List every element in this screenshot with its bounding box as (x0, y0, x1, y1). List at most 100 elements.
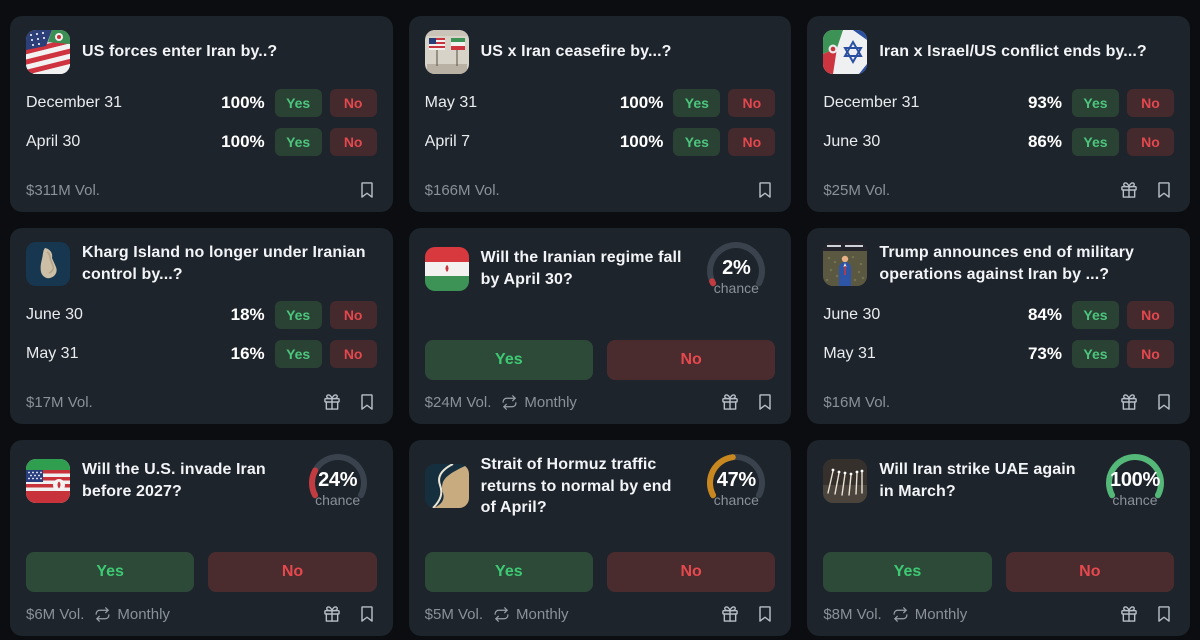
yes-button[interactable]: Yes (823, 552, 992, 592)
market-title[interactable]: Will Iran strike UAE again in March? (879, 461, 1076, 500)
market-card[interactable]: Will the U.S. invade Iran before 2027? 2… (10, 440, 393, 636)
chance-gauge: 100% chance (1096, 454, 1174, 508)
market-card[interactable]: Trump announces end of military operatio… (807, 228, 1190, 424)
yes-button[interactable]: Yes (1071, 128, 1119, 156)
yes-button[interactable]: Yes (274, 89, 322, 117)
market-title[interactable]: Iran x Israel/US conflict ends by...? (879, 43, 1147, 61)
no-button[interactable]: No (607, 552, 776, 592)
no-button[interactable]: No (329, 340, 377, 368)
gift-icon[interactable] (1119, 180, 1139, 200)
no-button[interactable]: No (1126, 301, 1174, 329)
us-iran-blend-flag-icon (26, 459, 70, 503)
yes-button[interactable]: Yes (1071, 89, 1119, 117)
yes-button[interactable]: Yes (1071, 301, 1119, 329)
outcome-label: May 31 (424, 94, 478, 111)
yes-button[interactable]: Yes (424, 552, 593, 592)
no-button[interactable]: No (728, 89, 776, 117)
no-button[interactable]: No (728, 128, 776, 156)
no-button[interactable]: No (208, 552, 377, 592)
bookmark-icon[interactable] (357, 180, 377, 200)
market-title[interactable]: US forces enter Iran by..? (82, 43, 278, 61)
market-title[interactable]: Will the Iranian regime fall by April 30… (480, 249, 682, 288)
outcome-percent: 100% (221, 93, 265, 112)
market-card[interactable]: US forces enter Iran by..? December 31 1… (10, 16, 393, 212)
hormuz-strait-satellite-icon (424, 464, 469, 509)
outcome-label: June 30 (823, 133, 881, 150)
no-button[interactable]: No (1126, 89, 1174, 117)
yes-button[interactable]: Yes (673, 128, 721, 156)
iran-israel-flags-icon (823, 30, 868, 74)
no-button[interactable]: No (329, 128, 377, 156)
yes-button[interactable]: Yes (274, 301, 322, 329)
market-card[interactable]: US x Iran ceasefire by...? May 31 100% Y… (408, 16, 792, 212)
chance-value: 47% (716, 469, 756, 491)
no-button[interactable]: No (607, 340, 776, 380)
gift-icon[interactable] (322, 392, 342, 412)
bookmark-icon[interactable] (357, 392, 377, 412)
missiles-night-photo-icon (823, 459, 868, 503)
bookmark-icon[interactable] (357, 604, 377, 624)
binary-buttons: Yes No (424, 340, 776, 380)
card-footer: $6M Vol. Monthly (26, 604, 377, 624)
market-card[interactable]: Kharg Island no longer under Iranian con… (10, 228, 393, 424)
chance-gauge: 47% chance (697, 454, 775, 508)
bookmark-icon[interactable] (1154, 604, 1174, 624)
outcome-row: May 31 16% Yes No (26, 338, 377, 370)
bookmark-icon[interactable] (755, 604, 775, 624)
market-card[interactable]: Iran x Israel/US conflict ends by...? De… (807, 16, 1190, 212)
volume-label: $17M Vol. (26, 393, 93, 411)
outcome-list: June 30 18% Yes No May 31 16% Yes No (26, 299, 377, 377)
no-button[interactable]: No (1005, 552, 1174, 592)
yes-button[interactable]: Yes (424, 340, 593, 380)
market-card[interactable]: Strait of Hormuz traffic returns to norm… (408, 440, 792, 636)
recurrence-label: Monthly (914, 605, 968, 623)
volume-label: $5M Vol. (424, 605, 484, 623)
market-title[interactable]: Trump announces end of military operatio… (879, 244, 1135, 283)
volume-label: $311M Vol. (26, 181, 100, 199)
market-card[interactable]: Will the Iranian regime fall by April 30… (408, 228, 792, 424)
repeat-icon (94, 606, 111, 623)
market-title[interactable]: Will the U.S. invade Iran before 2027? (82, 461, 266, 500)
outcome-percent: 93% (1027, 93, 1062, 112)
volume-label: $6M Vol. (26, 605, 85, 623)
recurrence: Monthly (94, 606, 170, 623)
bookmark-icon[interactable] (1154, 180, 1174, 200)
yes-button[interactable]: Yes (1071, 340, 1119, 368)
card-header: Will Iran strike UAE again in March? 100… (823, 454, 1174, 508)
outcome-row: December 31 100% Yes No (26, 87, 377, 119)
market-title[interactable]: US x Iran ceasefire by...? (480, 43, 672, 61)
yes-button[interactable]: Yes (26, 552, 195, 592)
outcome-label: May 31 (823, 345, 876, 362)
yes-button[interactable]: Yes (673, 89, 721, 117)
chance-label: chance (1112, 492, 1158, 508)
bookmark-icon[interactable] (755, 392, 775, 412)
chance-gauge-arc (308, 454, 367, 499)
gift-icon[interactable] (322, 604, 342, 624)
gift-icon[interactable] (720, 604, 740, 624)
gift-icon[interactable] (720, 392, 740, 412)
bookmark-icon[interactable] (755, 180, 775, 200)
bookmark-icon[interactable] (1154, 392, 1174, 412)
outcome-percent: 86% (1027, 132, 1062, 151)
chance-gauge-arc (707, 454, 766, 499)
yes-button[interactable]: Yes (274, 340, 322, 368)
no-button[interactable]: No (1126, 128, 1174, 156)
chance-gauge-arc (707, 242, 766, 287)
no-button[interactable]: No (329, 301, 377, 329)
no-button[interactable]: No (1126, 340, 1174, 368)
gift-icon[interactable] (1119, 604, 1139, 624)
recurrence: Monthly (892, 605, 968, 623)
market-title[interactable]: Strait of Hormuz traffic returns to norm… (480, 456, 672, 517)
no-button[interactable]: No (329, 89, 377, 117)
us-iran-table-flags-icon (424, 30, 469, 74)
market-card[interactable]: Will Iran strike UAE again in March? 100… (807, 440, 1190, 636)
yes-button[interactable]: Yes (274, 128, 322, 156)
gift-icon[interactable] (1119, 392, 1139, 412)
outcome-label: April 7 (424, 133, 471, 150)
chance-gauge-arc (1105, 454, 1164, 499)
market-title[interactable]: Kharg Island no longer under Iranian con… (82, 244, 366, 283)
card-footer: $8M Vol. Monthly (823, 604, 1174, 624)
recurrence: Monthly (493, 606, 569, 623)
outcome-row: May 31 73% Yes No (823, 338, 1174, 370)
card-footer: $166M Vol. (425, 180, 776, 200)
